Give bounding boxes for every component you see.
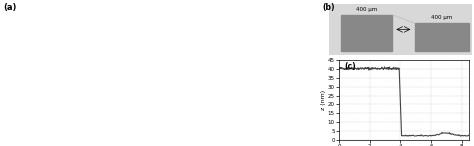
Text: 400 μm: 400 μm [431,15,452,20]
Text: (c): (c) [344,62,356,71]
Text: 400 μm: 400 μm [356,7,377,12]
Bar [415,23,469,51]
Text: (a): (a) [3,3,17,12]
Text: (b): (b) [322,3,335,12]
Y-axis label: z (nm): z (nm) [321,90,327,110]
Bar [341,15,392,51]
